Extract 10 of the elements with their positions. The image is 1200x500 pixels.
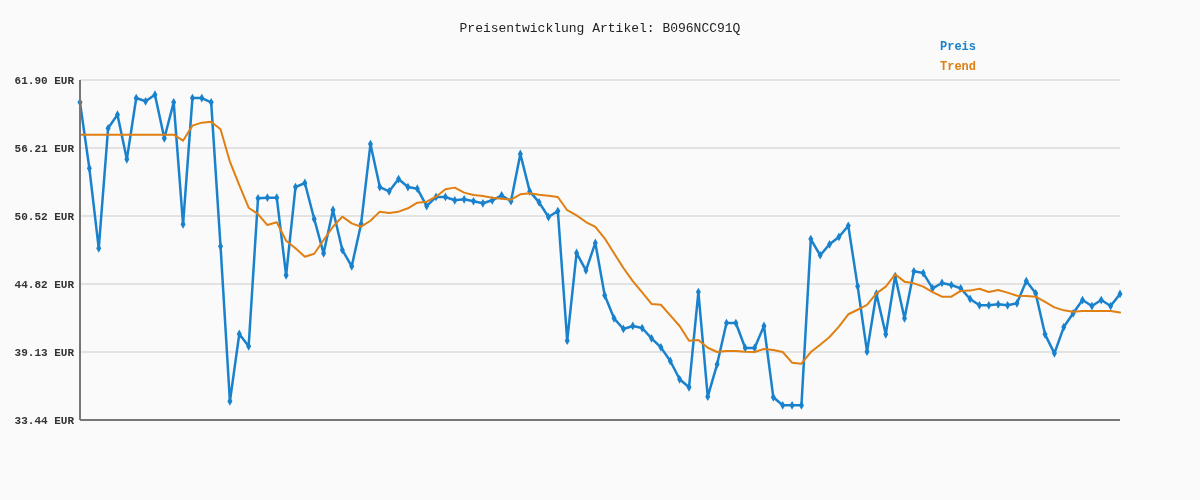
y-tick-label: 44.82 EUR xyxy=(14,278,75,291)
chart-title: Preisentwicklung Artikel: B096NCC91Q xyxy=(459,21,741,36)
y-tick-label: 39.13 EUR xyxy=(14,346,75,359)
y-tick-label: 50.52 EUR xyxy=(14,210,75,223)
y-tick-label: 61.90 EUR xyxy=(14,74,75,87)
line-series xyxy=(79,120,1121,365)
text: Preis xyxy=(940,40,977,54)
text: Trend xyxy=(940,60,977,74)
y-tick-label: 56.21 EUR xyxy=(14,142,75,155)
y-tick-label: 33.44 EUR xyxy=(14,414,75,427)
